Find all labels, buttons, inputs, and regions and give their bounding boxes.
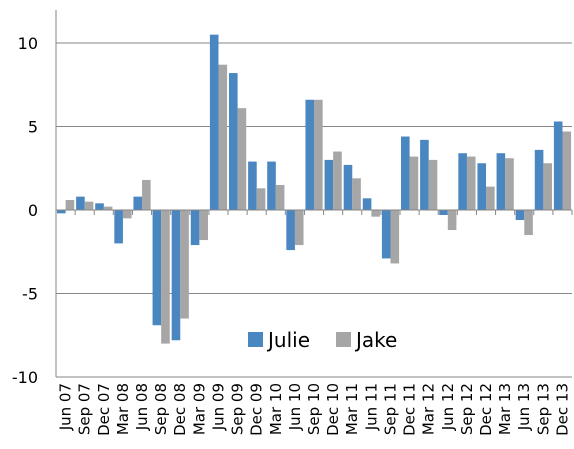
bar-julie (267, 161, 276, 210)
y-tick-label: 0 (28, 201, 38, 220)
legend-swatch-jake (336, 332, 351, 347)
bar-jake (543, 163, 552, 210)
bar-julie (209, 34, 219, 211)
bar-jake (466, 156, 476, 210)
category-label: Jun 07 (57, 383, 75, 431)
bar-julie (248, 161, 257, 210)
category-label: Sep 08 (152, 383, 170, 435)
category-label: Mar 10 (267, 383, 285, 435)
bar-jake (161, 210, 170, 344)
legend-swatch-julie (248, 332, 263, 347)
bar-julie (305, 99, 315, 210)
bar-jake (428, 159, 438, 210)
bar-julie (362, 198, 372, 210)
bar-jake (122, 210, 132, 219)
y-tick-labels: -10 -5 0 5 10 (12, 34, 38, 387)
legend-label-julie: Julie (266, 328, 310, 352)
category-label: Dec 11 (401, 383, 419, 436)
category-label: Sep 07 (76, 383, 94, 435)
bar-julie (420, 139, 429, 210)
category-label: Mar 08 (114, 383, 132, 435)
bar-jake (256, 188, 266, 210)
bar-julie (515, 210, 525, 221)
bar-jake (562, 131, 572, 210)
category-labels: Jun 07 Sep 07 Dec 07 Mar 08 Jun 08 Sep 08 Dec … (57, 383, 572, 436)
category-label: Jun 12 (439, 383, 457, 431)
category-label: Dec 13 (553, 383, 571, 436)
bar-jake (524, 210, 533, 236)
bar-jake (199, 210, 208, 241)
bar-jake (180, 210, 189, 319)
category-label: Mar 12 (420, 383, 438, 435)
category-label: Jun 09 (209, 383, 227, 431)
bar-jake (447, 210, 457, 231)
y-tick-label: 10 (18, 34, 38, 53)
category-label: Jun 10 (286, 383, 304, 431)
category-label: Dec 08 (171, 383, 189, 436)
bar-julie (76, 196, 85, 210)
category-label: Sep 09 (229, 383, 247, 435)
axes (55, 10, 573, 377)
legend-label-jake: Jake (354, 328, 397, 352)
bar-julie (324, 159, 334, 210)
bar-julie (343, 164, 353, 210)
bar-julie (286, 210, 295, 251)
category-label: Dec 10 (324, 383, 342, 436)
y-tick-label: -5 (22, 285, 38, 304)
bar-julie (133, 196, 143, 210)
category-label: Jun 08 (133, 383, 151, 431)
bar-jake (352, 178, 361, 210)
category-label: Mar 11 (343, 383, 361, 435)
bar-julie (477, 163, 487, 210)
bar-jake (505, 158, 514, 210)
bars (57, 34, 572, 344)
category-label: Dec 09 (248, 383, 266, 436)
category-label: Sep 10 (305, 383, 323, 435)
bar-julie (190, 210, 200, 246)
bar-jake (371, 210, 380, 217)
bar-jake (142, 179, 151, 210)
category-label: Sep 12 (458, 383, 476, 435)
bar-jake (237, 108, 247, 210)
category-label: Dec 12 (477, 383, 495, 436)
bar-jake (409, 156, 419, 210)
bar-jake (218, 64, 228, 211)
bar-jake (275, 184, 285, 210)
bar-julie (152, 210, 162, 326)
bar-julie (229, 73, 238, 210)
bar-julie (553, 121, 563, 210)
bar-julie (95, 203, 104, 210)
bar-julie (401, 136, 410, 210)
bar-julie (439, 210, 448, 216)
y-tick-label: 5 (28, 118, 38, 137)
bar-julie (114, 210, 123, 244)
category-label: Jun 11 (362, 383, 380, 431)
bar-julie (171, 210, 181, 341)
y-tick-label: -10 (12, 368, 38, 387)
bar-jake (294, 210, 304, 246)
bar-julie (496, 153, 506, 210)
category-label: Sep 13 (534, 383, 552, 435)
legend: Julie Jake (248, 328, 397, 352)
bar-jake (314, 99, 323, 210)
bar-jake (65, 199, 75, 210)
bar-jake (333, 151, 342, 210)
bar-jake (84, 201, 94, 210)
bar-julie (534, 149, 544, 210)
category-label: Jun 13 (515, 383, 533, 431)
bar-jake (103, 206, 113, 210)
bar-jake (390, 210, 400, 264)
category-label: Dec 07 (95, 383, 113, 436)
bar-julie (57, 210, 66, 214)
category-label: Sep 11 (381, 383, 399, 435)
bar-jake (486, 186, 495, 210)
category-label: Mar 13 (496, 383, 514, 435)
category-label: Mar 09 (190, 383, 208, 435)
bar-julie (458, 153, 467, 210)
bar-julie (381, 210, 391, 259)
